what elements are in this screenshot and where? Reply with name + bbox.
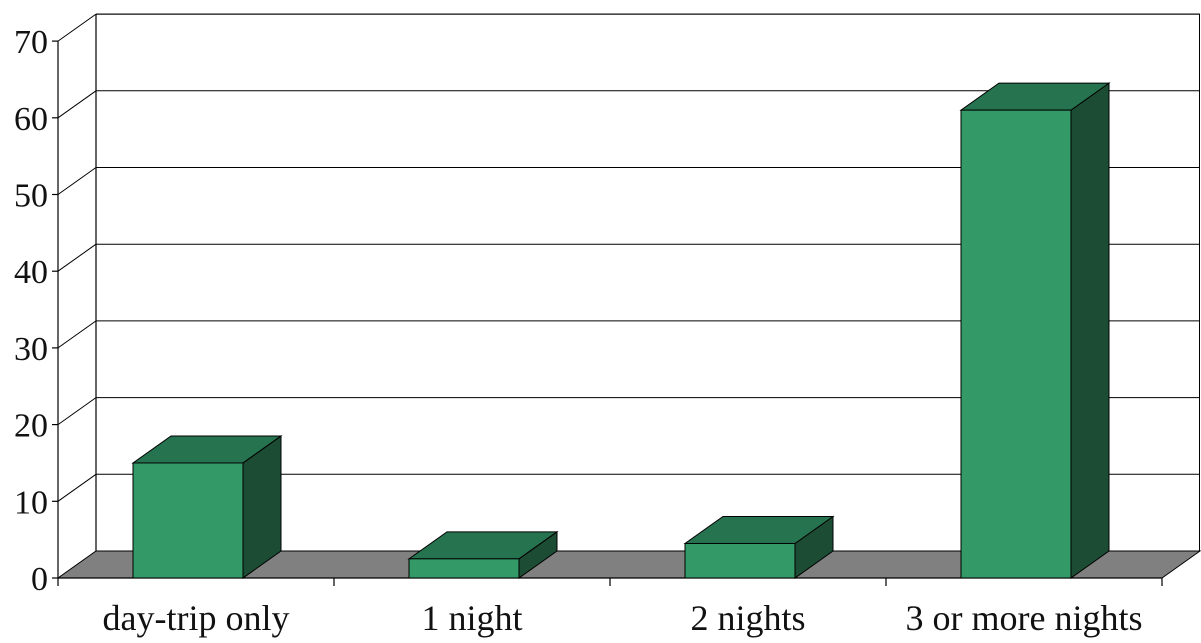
bar-front-face bbox=[408, 558, 520, 579]
side-gridline bbox=[57, 13, 97, 42]
x-category-label: 2 nights bbox=[690, 598, 805, 638]
y-tick-label: 10 bbox=[14, 484, 48, 521]
x-category-label: 1 night bbox=[421, 598, 522, 638]
bar-front-face bbox=[960, 109, 1072, 579]
side-gridline bbox=[57, 167, 97, 195]
y-tick-label: 70 bbox=[14, 24, 48, 61]
chart-labels: 0 10 20 30 40 50 60 70 day-trip only 1 night 2 nig… bbox=[14, 24, 1142, 638]
bar-front-face bbox=[132, 462, 244, 579]
bar bbox=[683, 515, 835, 579]
chart-bars bbox=[131, 82, 1111, 579]
side-gridline bbox=[57, 473, 97, 502]
side-gridline bbox=[57, 397, 97, 426]
y-tick-label: 60 bbox=[14, 101, 48, 138]
x-category-label: 3 or more nights bbox=[906, 598, 1143, 638]
side-gridline bbox=[57, 243, 97, 272]
y-tick-label: 50 bbox=[14, 178, 48, 215]
bar bbox=[959, 82, 1111, 579]
bar-front-face bbox=[684, 542, 796, 579]
side-gridline bbox=[57, 90, 97, 119]
x-category-label: day-trip only bbox=[103, 598, 290, 638]
y-tick-label: 40 bbox=[14, 254, 48, 291]
side-gridline bbox=[57, 320, 97, 349]
bar-side-face bbox=[1070, 82, 1110, 579]
bar bbox=[131, 434, 283, 579]
y-tick-label: 20 bbox=[14, 408, 48, 445]
y-tick-label: 0 bbox=[31, 561, 48, 598]
bar bbox=[407, 530, 559, 579]
y-tick-label: 30 bbox=[14, 331, 48, 368]
